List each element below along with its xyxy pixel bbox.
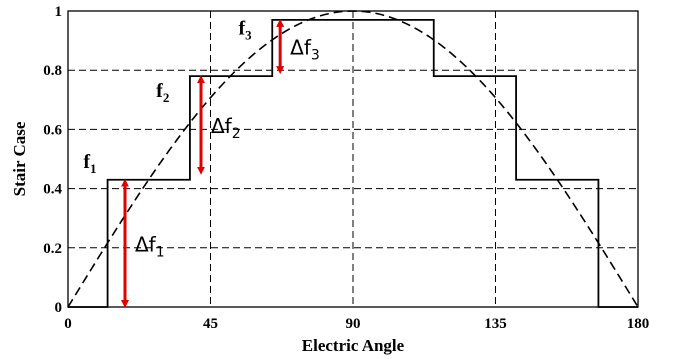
step-label-3: f3 [239,18,253,43]
step-label-2: f2 [156,80,169,105]
x-tick-label: 45 [203,316,218,332]
y-tick-label: 0.8 [43,63,62,79]
delta-label-3: Δf3 [290,36,320,64]
y-tick-label: 0 [55,300,63,316]
stair-series-line [68,18,638,308]
y-tick-label: 0.6 [43,122,62,138]
x-tick-label: 90 [346,316,361,332]
y-tick-label: 1 [55,4,63,20]
x-tick-label: 180 [627,316,650,332]
step-label-1: f1 [83,151,96,176]
y-axis-label: Stair Case [10,121,29,196]
grid-lines [68,11,638,307]
plot-frame [67,10,639,308]
step-annotations: f1 f2 f3 [83,18,252,176]
tick-labels: 0 45 90 135 180 0 0.2 0.4 0.6 0.8 1 [43,4,649,332]
x-tick-label: 135 [484,316,507,332]
y-tick-label: 0.2 [43,241,62,257]
delta-arrows: Δf1 Δf2 Δf3 [121,18,320,308]
y-tick-label: 0.4 [43,182,62,198]
delta-label-2: Δf2 [211,114,241,142]
staircase-waveform [68,18,638,308]
x-axis-label: Electric Angle [302,336,405,355]
delta-label-1: Δf1 [135,232,165,260]
x-tick-label: 0 [64,316,72,332]
